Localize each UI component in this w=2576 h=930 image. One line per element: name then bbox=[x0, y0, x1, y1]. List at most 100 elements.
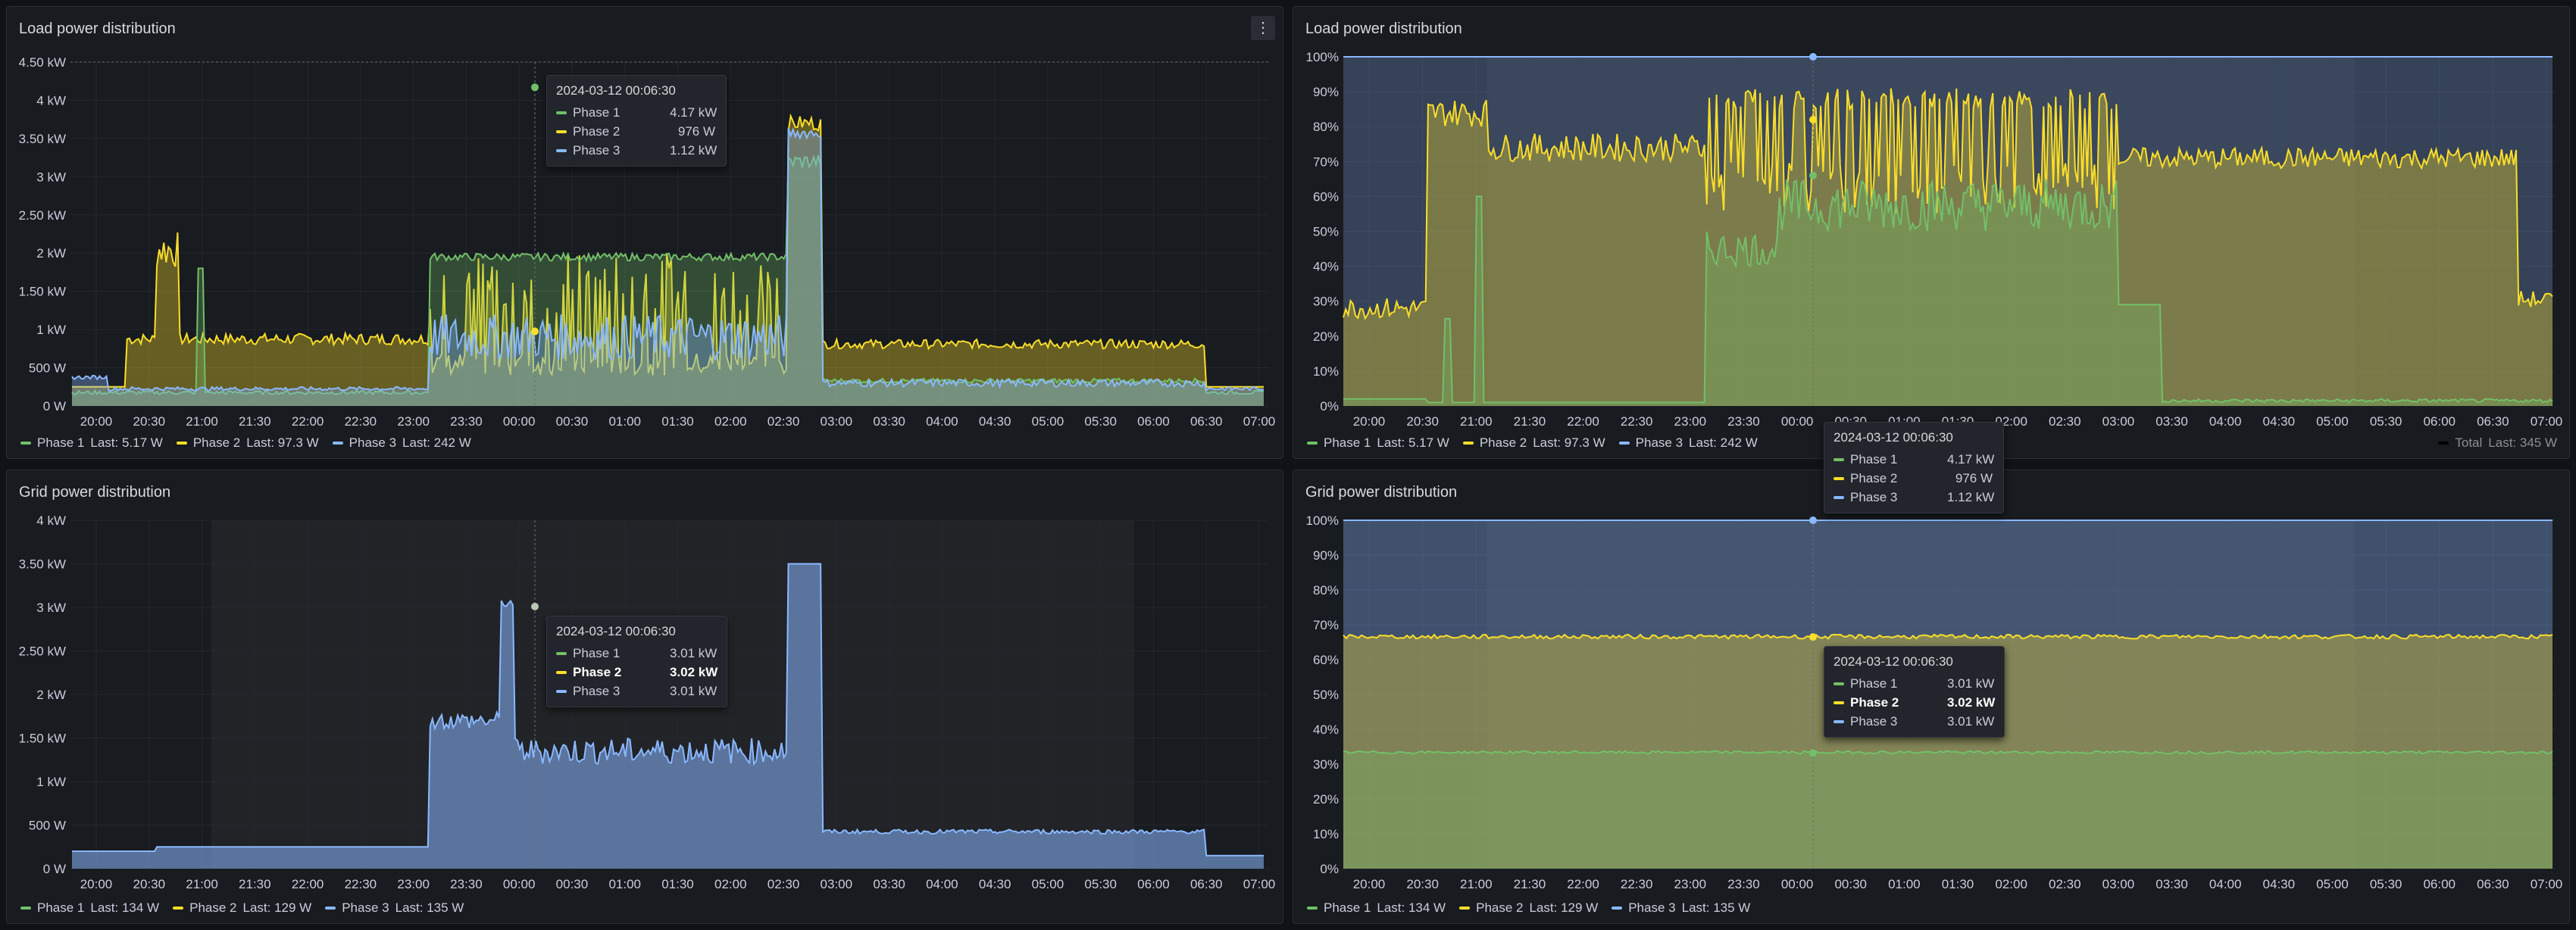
y-tick-label: 20% bbox=[1313, 329, 1339, 344]
tooltip-name: Phase 2 bbox=[573, 664, 622, 679]
legend-last: Last: 242 W bbox=[402, 435, 471, 450]
phase-1-swatch bbox=[1307, 442, 1318, 445]
phase-1-line[interactable] bbox=[1343, 179, 2553, 404]
x-tick-label: 03:00 bbox=[821, 877, 853, 891]
phase-1-line[interactable] bbox=[1343, 750, 2553, 755]
legend-item-phase-2[interactable]: Phase 2 Last: 129 W bbox=[1459, 900, 1598, 916]
legend-last: Last: 345 W bbox=[2488, 435, 2557, 450]
legend-last: Last: 135 W bbox=[1681, 900, 1751, 915]
x-tick-label: 02:30 bbox=[2049, 414, 2081, 429]
legend-item-total[interactable]: Total Last: 345 W bbox=[2438, 435, 2557, 451]
legend-item-phase-3[interactable]: Phase 3 Last: 242 W bbox=[1618, 435, 1758, 451]
y-tick-label: 10% bbox=[1313, 827, 1339, 841]
y-tick-label: 70% bbox=[1313, 618, 1339, 632]
legend-item-phase-3[interactable]: Phase 3 Last: 242 W bbox=[332, 435, 471, 451]
legend-item-phase-2[interactable]: Phase 2 Last: 97.3 W bbox=[176, 435, 319, 451]
phase-2-line[interactable] bbox=[1343, 88, 2553, 320]
legend-item-phase-1[interactable]: Phase 1 Last: 134 W bbox=[1307, 900, 1446, 916]
legend-item-phase-1[interactable]: Phase 1 Last: 134 W bbox=[20, 900, 159, 916]
legend-label: Phase 3 bbox=[1628, 900, 1676, 915]
phase-2-swatch bbox=[1834, 701, 1844, 704]
phase-2-line[interactable] bbox=[1343, 633, 2553, 640]
tooltip-time: 2024-03-12 00:06:30 bbox=[556, 624, 676, 638]
legend-label: Phase 3 bbox=[349, 435, 397, 450]
tooltip-name: Phase 1 bbox=[1850, 676, 1898, 691]
tooltip-time: 2024-03-12 00:06:30 bbox=[1834, 430, 1953, 445]
phase-1-line[interactable] bbox=[71, 154, 1265, 396]
legend-item-phase-2[interactable]: Phase 2 Last: 97.3 W bbox=[1462, 435, 1605, 451]
y-tick-label: 60% bbox=[1313, 189, 1339, 204]
y-tick-label: 500 W bbox=[29, 361, 66, 376]
panel-title[interactable]: Load power distribution bbox=[19, 20, 176, 37]
phase-1-swatch bbox=[1307, 907, 1318, 910]
panel-title[interactable]: Grid power distribution bbox=[1305, 484, 1458, 501]
panel-title[interactable]: Load power distribution bbox=[1305, 20, 1462, 37]
phase-2-swatch bbox=[556, 130, 567, 133]
y-tick-label: 4 kW bbox=[36, 513, 66, 528]
legend-item-phase-1[interactable]: Phase 1 Last: 5.17 W bbox=[20, 435, 163, 451]
legend-item-phase-3[interactable]: Phase 3 Last: 135 W bbox=[325, 900, 464, 916]
legend-last: Last: 242 W bbox=[1689, 435, 1758, 450]
phase-3-swatch bbox=[1834, 495, 1844, 499]
x-tick-label: 22:30 bbox=[345, 877, 377, 891]
phase-2-line[interactable] bbox=[72, 113, 1264, 388]
time-series-chart[interactable]: 0 W 500 W 1 kW 1.50 kW 2 kW 2.50 kW 3 kW 3.50 k… bbox=[7, 470, 1283, 924]
phase-3-line[interactable] bbox=[71, 126, 1265, 392]
y-tick-label: 2.50 kW bbox=[19, 208, 66, 223]
phase-2-swatch bbox=[1459, 907, 1471, 910]
tooltip-value: 1.12 kW bbox=[670, 142, 717, 158]
x-tick-label: 23:30 bbox=[450, 414, 483, 429]
phase-3-swatch bbox=[556, 689, 567, 693]
panel-grid-power-watts: Grid power distribution 0 W 500 W 1 kW 1.50… bbox=[6, 470, 1283, 924]
legend-last: Last: 134 W bbox=[90, 900, 160, 915]
time-series-chart[interactable]: 0 W 500 W 1 kW 1.50 kW 2 kW 2.50 kW 3 kW 3.50 k… bbox=[7, 7, 1283, 459]
legend-label: Total bbox=[2455, 435, 2483, 450]
legend-item-phase-3[interactable]: Phase 3 Last: 135 W bbox=[1612, 900, 1750, 916]
x-tick-label: 22:00 bbox=[1567, 877, 1599, 891]
x-tick-label: 21:00 bbox=[186, 877, 218, 891]
x-tick-label: 20:00 bbox=[1353, 414, 1386, 429]
legend-label: Phase 1 bbox=[37, 900, 85, 915]
x-tick-label: 02:30 bbox=[767, 414, 800, 429]
legend-label: Phase 2 bbox=[189, 900, 237, 915]
phase-3-line[interactable] bbox=[72, 563, 1264, 857]
legend-last: Last: 97.3 W bbox=[246, 435, 319, 450]
x-tick-label: 22:00 bbox=[1567, 414, 1599, 429]
x-tick-label: 04:00 bbox=[2209, 414, 2242, 429]
tooltip-value: 976 W bbox=[1955, 470, 1993, 485]
phase-3-swatch bbox=[1612, 907, 1623, 910]
tooltip-name: Phase 3 bbox=[573, 683, 621, 698]
panel-grid-power-percent: Grid power distribution 0% 10% 20% 30% 40% 50… bbox=[1293, 470, 2570, 924]
x-tick-label: 20:00 bbox=[80, 414, 113, 429]
y-tick-label: 80% bbox=[1313, 583, 1339, 598]
x-tick-label: 21:30 bbox=[1514, 877, 1546, 891]
y-tick-label: 3 kW bbox=[36, 601, 66, 615]
x-tick-label: 02:00 bbox=[1995, 877, 2027, 891]
time-series-chart[interactable]: 0% 10% 20% 30% 40% 50% 60% 70% 80% 90% 100% 20:00 20… bbox=[1293, 470, 2570, 924]
x-tick-label: 00:30 bbox=[556, 877, 589, 891]
panel-menu-button[interactable]: ⋮ bbox=[1251, 16, 1275, 40]
x-tick-label: 22:00 bbox=[292, 414, 324, 429]
tooltip-row-phase-3: Phase 3 3.01 kW bbox=[1834, 712, 1995, 731]
x-tick-label: 22:30 bbox=[1621, 877, 1653, 891]
time-series-chart[interactable]: 0% 10% 20% 30% 40% 50% 60% 70% 80% 90% 100% 20:00 20… bbox=[1293, 7, 2571, 460]
phase-2-swatch bbox=[176, 442, 187, 445]
x-tick-label: 22:00 bbox=[292, 877, 324, 891]
x-tick-label: 20:30 bbox=[1406, 414, 1439, 429]
x-tick-label: 07:00 bbox=[1243, 877, 1276, 891]
x-tick-label: 00:00 bbox=[1781, 414, 1814, 429]
x-tick-label: 20:00 bbox=[80, 877, 113, 891]
phase-3-swatch bbox=[325, 907, 336, 910]
x-tick-label: 05:30 bbox=[1084, 414, 1117, 429]
x-tick-label: 04:00 bbox=[2209, 877, 2242, 891]
legend-last: Last: 135 W bbox=[395, 900, 464, 915]
tooltip-name: Phase 2 bbox=[1850, 470, 1898, 485]
hover-point bbox=[531, 83, 539, 92]
x-tick-label: 02:00 bbox=[714, 414, 747, 429]
legend-item-phase-1[interactable]: Phase 1 Last: 5.17 W bbox=[1307, 435, 1449, 451]
tooltip-row-phase-3: Phase 3 1.12 kW bbox=[1834, 488, 1994, 507]
legend-item-phase-2[interactable]: Phase 2 Last: 129 W bbox=[173, 900, 311, 916]
panel-title[interactable]: Grid power distribution bbox=[19, 484, 171, 501]
tooltip-row-phase-2: Phase 2 3.02 kW bbox=[556, 663, 717, 682]
y-tick-label: 10% bbox=[1313, 364, 1339, 379]
